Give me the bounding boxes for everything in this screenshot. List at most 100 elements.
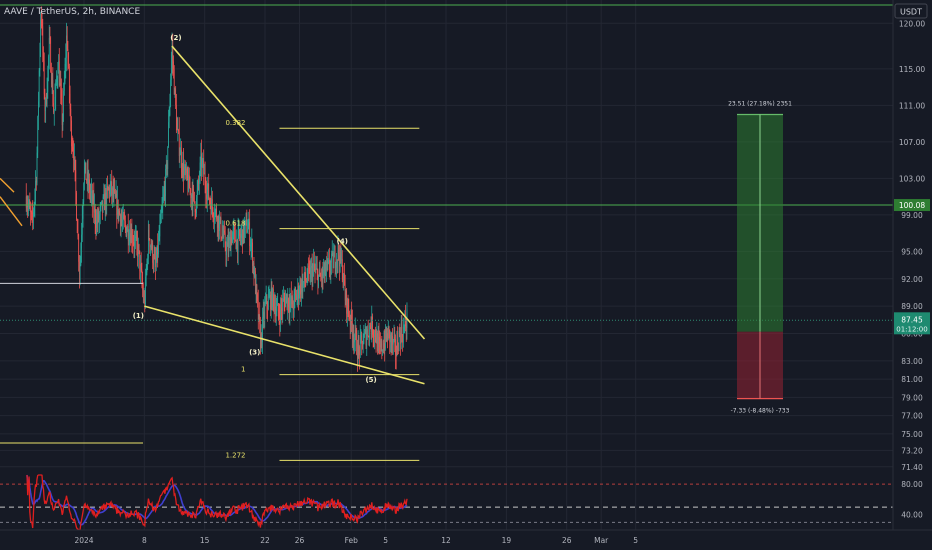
- time-tick-label: 8: [142, 536, 147, 545]
- candle-body: [232, 232, 233, 243]
- candle-body: [77, 232, 79, 237]
- candle-body: [147, 258, 148, 261]
- candle-body: [58, 61, 60, 86]
- rsi-line: [26, 474, 408, 531]
- candle-body: [280, 304, 281, 324]
- candle-body: [333, 256, 335, 269]
- candle-body: [317, 270, 319, 287]
- candle-body: [38, 70, 40, 102]
- candle-body: [207, 183, 209, 190]
- candle-body: [244, 220, 246, 226]
- candle-body: [299, 283, 301, 294]
- candle-body: [284, 300, 286, 307]
- candle-body: [362, 343, 364, 349]
- candle-body: [239, 235, 241, 238]
- price-tick-label: 71.40: [901, 463, 923, 472]
- candle-body: [401, 326, 403, 338]
- candle-body: [39, 48, 41, 71]
- candle-body: [260, 333, 262, 349]
- candle-body: [106, 185, 108, 206]
- candle-body: [196, 190, 198, 199]
- candle-body: [85, 162, 87, 180]
- candle-body: [54, 96, 56, 110]
- candle-body: [373, 335, 375, 337]
- candle-body: [233, 228, 235, 229]
- candle-body: [49, 37, 51, 40]
- candle-body: [395, 338, 396, 355]
- candle-body: [179, 155, 181, 156]
- candle-body: [124, 218, 126, 222]
- candle-body: [145, 277, 146, 305]
- candle-body: [156, 245, 158, 262]
- loss-label: -7.33 (-8.48%) -733: [731, 408, 790, 415]
- candle-body: [63, 81, 65, 91]
- fib-level-label: 0.382: [225, 119, 245, 127]
- edge-line: [0, 177, 15, 193]
- candle-body: [166, 163, 168, 170]
- price-tick-label: 107.00: [899, 138, 925, 147]
- price-axis[interactable]: 120.00 115.00 111.00 107.00 103.00 99.00 95.00…: [892, 0, 932, 550]
- candle-body: [163, 189, 165, 195]
- resistance-price-label: 100.08: [899, 201, 925, 210]
- candle-body: [134, 237, 136, 246]
- candle-body: [293, 307, 294, 310]
- candle-body: [83, 183, 85, 203]
- candle-body: [169, 97, 171, 116]
- candle-body: [287, 298, 289, 308]
- candle-body: [211, 199, 212, 214]
- elliott-wave-label: (1): [133, 312, 144, 320]
- candle-body: [68, 59, 69, 67]
- candle-body: [153, 262, 154, 265]
- candle-body: [332, 252, 334, 269]
- candle-body: [306, 279, 308, 282]
- profit-label: 23.51 (27.18%) 2351: [728, 101, 792, 108]
- candle-body: [164, 189, 166, 197]
- candle-body: [97, 212, 99, 224]
- candle-body: [242, 229, 243, 245]
- candle-body: [183, 170, 185, 179]
- candle-body: [359, 336, 361, 356]
- candle-body: [212, 208, 214, 217]
- candle-body: [308, 267, 310, 269]
- candle-body: [61, 89, 62, 99]
- candle-body: [345, 291, 347, 301]
- candle-body: [277, 303, 279, 306]
- candle-body: [173, 61, 174, 70]
- candle-body: [240, 233, 242, 238]
- time-tick-label: 19: [502, 536, 512, 545]
- candle-body: [216, 208, 217, 219]
- candle-body: [60, 83, 62, 90]
- candle-body: [29, 202, 31, 209]
- candle-body: [234, 228, 235, 230]
- candle-body: [86, 179, 87, 181]
- candle-body: [350, 310, 352, 325]
- candle-body: [220, 217, 222, 237]
- candle-body: [250, 245, 251, 247]
- candle-body: [89, 179, 90, 193]
- candle-body: [97, 219, 98, 224]
- candle-body: [162, 200, 164, 207]
- candle-body: [358, 343, 360, 347]
- candle-body: [34, 192, 36, 204]
- candle-body: [243, 221, 245, 238]
- candle-body: [206, 194, 207, 199]
- candle-body: [311, 265, 313, 281]
- time-tick-label: 22: [260, 536, 270, 545]
- candle-body: [258, 314, 260, 320]
- candle-body: [365, 329, 367, 346]
- candle-body: [31, 212, 33, 214]
- candle-body: [142, 289, 144, 300]
- candle-body: [53, 109, 55, 113]
- time-axis[interactable]: 2024 8 15 22 26 Feb 5 12 19 26 Mar 5: [0, 529, 932, 550]
- drawing-overlays: 0.382 0.618 1 1.272 (1) (2) (3) (4) (5) 23.51 (27…: [0, 4, 893, 461]
- candle-body: [275, 311, 277, 317]
- candle-body: [375, 337, 377, 343]
- candle-body: [44, 94, 46, 111]
- candle-body: [392, 336, 393, 345]
- candle-body: [306, 280, 307, 282]
- candle-body: [254, 271, 256, 277]
- currency-badge[interactable]: [894, 3, 928, 19]
- candle-body: [130, 229, 132, 243]
- candle-body: [246, 218, 248, 233]
